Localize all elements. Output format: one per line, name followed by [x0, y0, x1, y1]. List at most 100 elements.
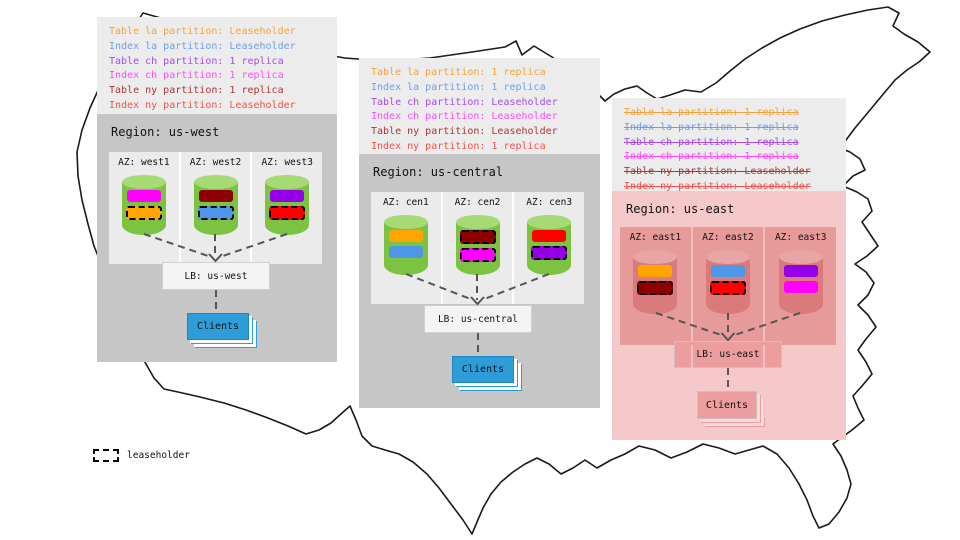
az-west2: AZ: west2 — [181, 152, 253, 264]
leaseholder-label: leaseholder — [127, 450, 190, 461]
cylinder-top — [706, 250, 750, 264]
partition-pill — [125, 206, 162, 220]
partition-pill — [270, 190, 305, 202]
legend-note: Index ny partition: Leaseholder — [624, 180, 811, 192]
legend-note: Table la partition: 1 replica — [624, 107, 799, 118]
database-cylinder-icon — [778, 250, 823, 314]
legend-note: Index ch partition: 1 replica — [624, 151, 799, 163]
legend-note: Index la partition: Leaseholder — [109, 40, 296, 52]
partition-pill — [710, 281, 746, 295]
az-label: AZ: east1 — [629, 232, 682, 243]
az-label: AZ: cen1 — [382, 197, 429, 208]
region-us-central: Region: us-central AZ: cen1 AZ: cen2 — [359, 154, 600, 408]
legend-note: Index la partition: 1 replica — [624, 121, 799, 133]
partition-pill — [638, 265, 673, 277]
database-cylinder-icon — [455, 215, 500, 275]
az-label: AZ: east2 — [702, 232, 754, 243]
az-cen1: AZ: cen1 — [371, 192, 443, 304]
az-west1: AZ: west1 — [109, 152, 181, 264]
az-label: AZ: cen2 — [454, 197, 501, 208]
partition-pill — [637, 281, 674, 295]
cylinder-top — [455, 215, 500, 229]
partition-pill — [388, 246, 423, 258]
az-container: AZ: east1 AZ: east2 AZ: — [620, 227, 836, 345]
partition-pill — [388, 230, 423, 242]
cylinder-top — [383, 215, 428, 229]
cylinder-top — [778, 250, 823, 264]
cylinder-top — [527, 215, 572, 229]
az-cen3: AZ: cen3 — [514, 192, 584, 304]
partition-pill — [459, 248, 496, 262]
legend-note: Table ch partition: Leaseholder — [371, 96, 558, 108]
partition-pill — [198, 190, 233, 202]
clients-box-us-east: Clients — [697, 391, 757, 419]
legend-note: Table ch partition: 1 replica — [109, 55, 284, 67]
az-label: AZ: west1 — [118, 157, 170, 168]
partition-pills — [779, 265, 823, 293]
partition-pill — [783, 265, 818, 277]
region-title: Region: us-east — [626, 202, 735, 216]
legend-note: Index ch partition: 1 replica — [109, 70, 284, 82]
region-title: Region: us-west — [111, 125, 220, 139]
region-us-east: Region: us-east AZ: east1 AZ: east2 — [612, 191, 846, 440]
az-east2: AZ: east2 — [693, 227, 766, 345]
load-balancer-us-west: LB: us-west — [162, 262, 270, 290]
clients-box-us-central: Clients — [452, 356, 514, 383]
legend-note: Table ny partition: Leaseholder — [371, 126, 558, 138]
leaseholder-legend: leaseholder — [93, 449, 190, 462]
database-cylinder-icon — [633, 250, 678, 314]
partition-pill — [783, 281, 818, 293]
partition-legend-us-west: Table la partition: Leaseholder Index la… — [97, 17, 337, 114]
az-label: AZ: east3 — [774, 232, 827, 243]
az-cen2: AZ: cen2 — [443, 192, 515, 304]
az-east3: AZ: east3 — [765, 227, 836, 345]
partition-pills — [194, 190, 238, 220]
legend-note: Table ny partition: 1 replica — [109, 85, 284, 97]
legend-note: Index ny partition: Leaseholder — [109, 99, 296, 111]
partition-pill — [459, 230, 496, 244]
database-cylinder-icon — [193, 175, 238, 235]
az-west3: AZ: west3 — [252, 152, 322, 264]
partition-pills — [527, 230, 571, 260]
partition-pills — [384, 230, 428, 258]
database-cylinder-icon — [383, 215, 428, 275]
partition-pills — [706, 265, 750, 295]
database-cylinder-icon — [706, 250, 750, 314]
legend-note: Table ny partition: Leaseholder — [624, 166, 811, 178]
load-balancer-us-central: LB: us-central — [424, 305, 532, 333]
database-cylinder-icon — [121, 175, 166, 235]
partition-pill — [126, 190, 161, 202]
partition-pills — [633, 265, 677, 295]
az-container: AZ: cen1 AZ: cen2 AZ: ce — [371, 192, 584, 304]
az-label: AZ: west2 — [189, 157, 242, 168]
az-container: AZ: west1 AZ: west2 AZ: — [109, 152, 322, 264]
az-east1: AZ: east1 — [620, 227, 693, 345]
partition-pill — [711, 265, 745, 277]
legend-note: Table ch partition: 1 replica — [624, 136, 799, 148]
az-label: AZ: cen3 — [526, 197, 573, 208]
cylinder-top — [633, 250, 678, 264]
partition-pills — [456, 230, 500, 262]
cylinder-top — [265, 175, 310, 189]
partition-pill — [532, 230, 567, 242]
partition-pill — [197, 206, 234, 220]
clients-box-us-west: Clients — [187, 313, 249, 340]
leaseholder-swatch-icon — [93, 449, 119, 462]
legend-note: Index la partition: 1 replica — [371, 81, 546, 93]
partition-legend-us-east: Table la partition: 1 replica Index la p… — [612, 98, 846, 192]
region-us-west: Region: us-west AZ: west1 AZ: west2 — [97, 114, 337, 362]
cylinder-top — [121, 175, 166, 189]
legend-note: Table la partition: Leaseholder — [109, 26, 296, 37]
partition-pill — [269, 206, 306, 220]
partition-pills — [122, 190, 166, 220]
database-cylinder-icon — [527, 215, 572, 275]
region-title: Region: us-central — [373, 165, 504, 179]
legend-note: Table la partition: 1 replica — [371, 67, 546, 78]
database-cylinder-icon — [265, 175, 310, 235]
partition-pill — [531, 246, 568, 260]
load-balancer-us-east: LB: us-east — [674, 341, 782, 368]
az-label: AZ: west3 — [261, 157, 313, 168]
cylinder-top — [193, 175, 238, 189]
legend-note: Index ny partition: 1 replica — [371, 140, 546, 152]
partition-pills — [265, 190, 309, 220]
